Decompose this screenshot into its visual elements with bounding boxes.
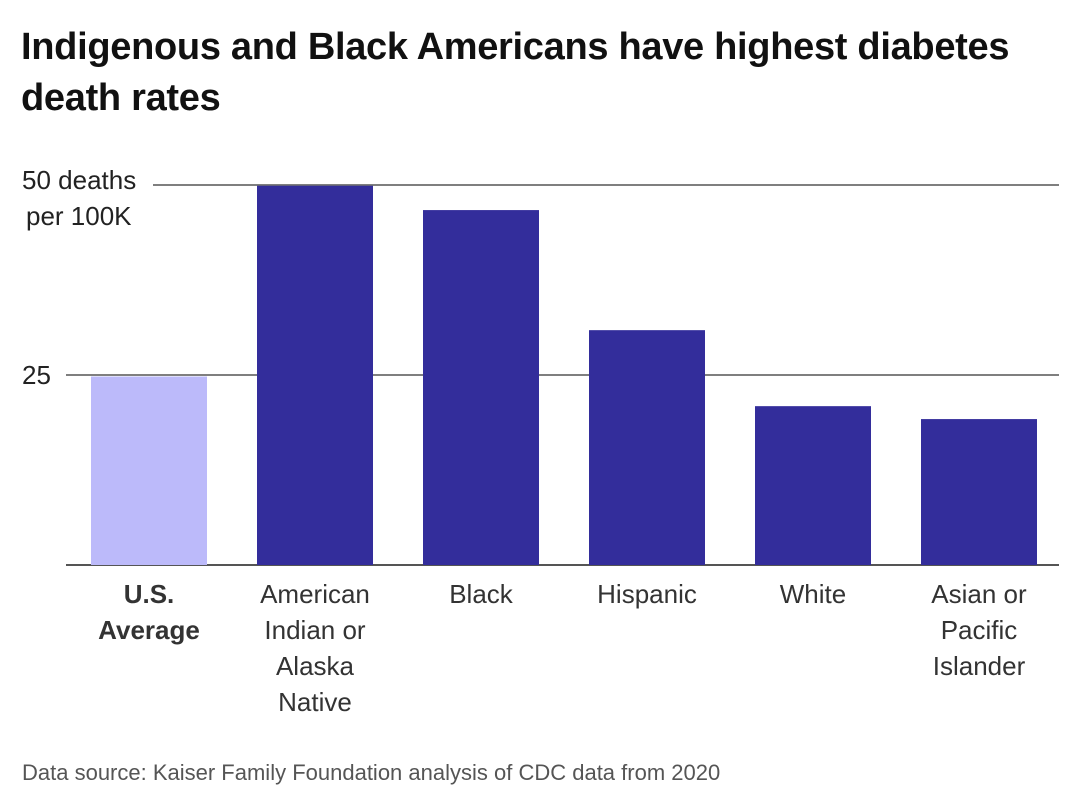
y-tick-label: 25	[22, 360, 51, 390]
bar-chart: 25 50 deaths per 100K U.S. Average American I…	[22, 165, 1059, 717]
category-label: Hispanic	[597, 579, 697, 609]
bar-white	[755, 406, 871, 565]
category-label: Black	[449, 579, 514, 609]
data-source-note: Data source: Kaiser Family Foundation an…	[22, 760, 721, 785]
y-tick-label: 50 deaths per 100K	[22, 165, 136, 231]
bar-asian-or-pacific-islander	[921, 419, 1037, 565]
x-axis-labels: U.S. Average American Indian or Alaska Native…	[98, 579, 1027, 717]
y-axis-ticks: 25 50 deaths per 100K	[22, 165, 136, 390]
bar-black	[423, 210, 539, 565]
gridlines	[66, 184, 1059, 566]
bars	[91, 185, 1037, 565]
chart-title: Indigenous and Black Americans have high…	[21, 26, 1010, 119]
bar-american-indian-or-alaska-native	[257, 185, 373, 565]
bar-u-s-average	[91, 376, 207, 565]
bar-hispanic	[589, 330, 705, 565]
category-label: American Indian or Alaska Native	[260, 579, 370, 717]
category-label: White	[780, 579, 846, 609]
category-label: U.S. Average	[98, 579, 200, 645]
category-label: Asian or Pacific Islander	[931, 579, 1027, 681]
